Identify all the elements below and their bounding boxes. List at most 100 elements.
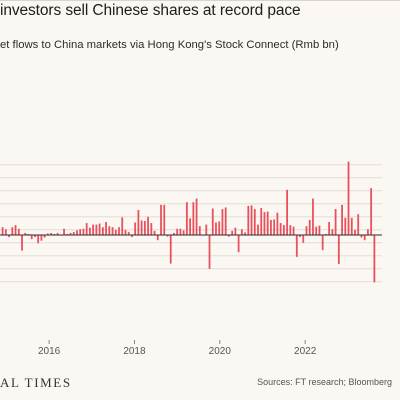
bar (276, 212, 279, 235)
bar (305, 226, 308, 235)
bar (357, 214, 360, 235)
bar (325, 233, 327, 235)
bar (266, 211, 269, 235)
bar (8, 235, 10, 238)
bar (24, 232, 27, 235)
bar (124, 229, 127, 235)
bar (101, 227, 104, 235)
bar (250, 205, 253, 235)
bar (334, 209, 337, 235)
bar (114, 229, 117, 235)
bar (89, 227, 91, 235)
top-rule (0, 0, 400, 1)
bar (354, 229, 356, 235)
bar (237, 235, 240, 253)
bar (373, 235, 376, 283)
bar (321, 235, 324, 251)
bar (56, 232, 59, 235)
bar (211, 208, 214, 235)
ft-logo-text: AL TIMES (0, 375, 72, 390)
bar (228, 235, 230, 237)
bar (231, 230, 234, 235)
x-tick-label: 2022 (294, 346, 317, 357)
bar (302, 235, 305, 243)
bar (315, 226, 318, 235)
bar (347, 161, 350, 235)
bar (221, 209, 224, 235)
bar (318, 225, 321, 235)
bar (350, 217, 353, 235)
bar (234, 227, 237, 235)
bar (143, 220, 146, 235)
bar (253, 209, 256, 235)
bar (208, 235, 211, 269)
bar (257, 224, 259, 235)
x-tick-label: 2018 (123, 346, 146, 357)
bar (1, 227, 4, 235)
bar (69, 232, 72, 235)
bar (11, 227, 14, 235)
bar (244, 232, 246, 235)
bar (85, 223, 88, 235)
bar (198, 226, 201, 235)
bar (30, 235, 33, 240)
chart-subtitle: et flows to China markets via Hong Kong'… (0, 39, 339, 51)
bar (82, 228, 85, 235)
bar (98, 223, 101, 235)
bar (111, 227, 114, 235)
bar (173, 232, 175, 235)
bar (76, 230, 78, 235)
bar (192, 202, 195, 235)
bar (195, 198, 198, 235)
bar (331, 229, 334, 235)
bar (312, 198, 314, 235)
bar (279, 223, 282, 235)
bar (79, 229, 82, 235)
bar (21, 235, 23, 251)
bars (1, 161, 376, 283)
x-tick-labels: 2016 2018 2020 2022 (38, 340, 317, 357)
bar (299, 235, 301, 238)
bar (131, 235, 133, 238)
bar (147, 216, 149, 235)
bar (118, 227, 120, 235)
bar (189, 218, 192, 235)
bar (179, 228, 182, 235)
bar (137, 210, 140, 235)
bar (53, 233, 56, 235)
bar (205, 224, 208, 235)
bar (108, 226, 111, 235)
bar (34, 235, 36, 238)
bar (328, 222, 331, 235)
bar (263, 212, 266, 235)
bar (344, 217, 347, 235)
bar (153, 230, 156, 235)
bar (240, 229, 243, 235)
bar (182, 230, 185, 235)
bar (72, 231, 75, 235)
bar (66, 233, 69, 235)
bar (367, 229, 369, 235)
bar (341, 204, 343, 235)
x-tick-label: 2020 (209, 346, 232, 357)
bar (95, 224, 98, 235)
bar (273, 219, 276, 235)
bar (17, 228, 20, 235)
bar (363, 235, 366, 241)
bar (282, 225, 285, 235)
bar (27, 233, 30, 235)
bar (50, 232, 52, 235)
source-note: Sources: FT research; Bloomberg (257, 377, 392, 387)
x-tick-label: 2016 (38, 346, 61, 357)
bar (292, 226, 295, 235)
bar (260, 207, 263, 235)
chart-title: investors sell Chinese shares at record … (0, 2, 301, 19)
bar (166, 235, 169, 237)
bar (105, 222, 107, 235)
bar (140, 220, 143, 235)
bar (218, 221, 221, 235)
bar (37, 235, 40, 244)
bar (156, 235, 159, 241)
